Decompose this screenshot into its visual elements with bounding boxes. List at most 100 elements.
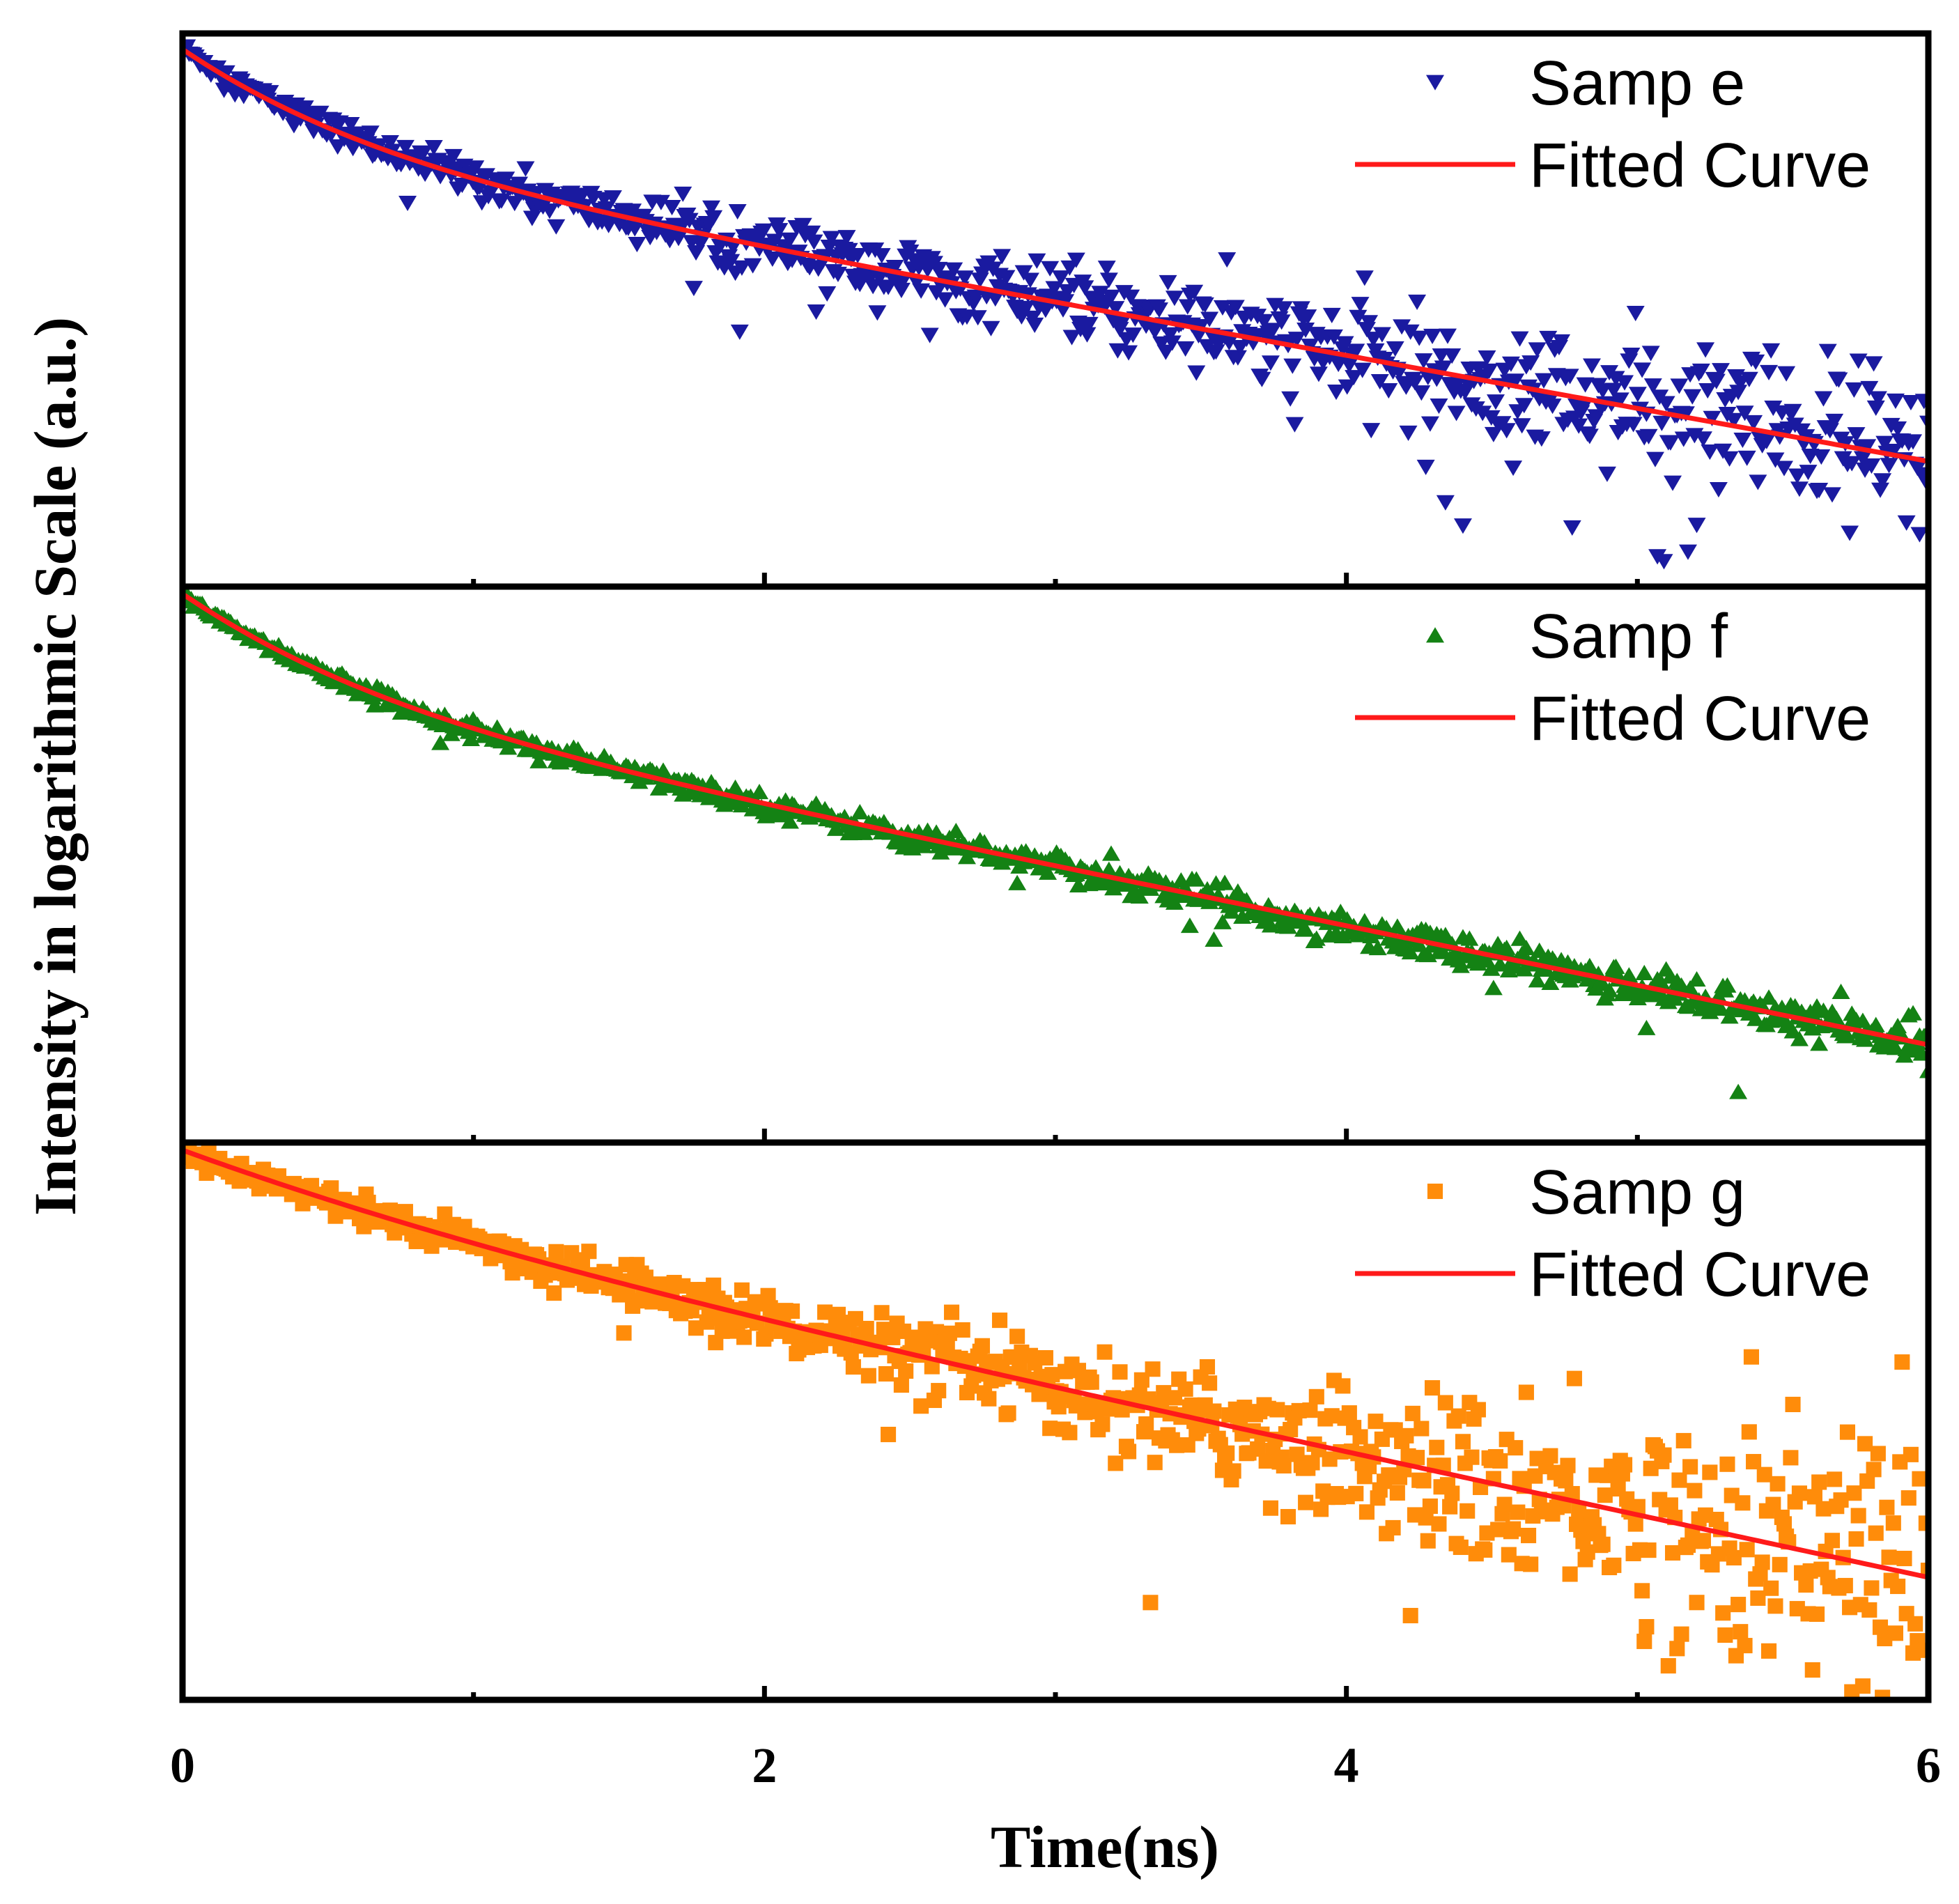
data-point — [1776, 1516, 1792, 1532]
data-point — [1687, 970, 1706, 987]
data-point — [1673, 1626, 1689, 1642]
legend: Samp g Fitted Curve — [1355, 1158, 1871, 1310]
data-point — [1362, 423, 1381, 439]
data-point — [754, 223, 773, 239]
data-point — [734, 1282, 750, 1298]
data-point — [1418, 1510, 1434, 1526]
data-point — [1480, 363, 1499, 379]
data-point — [1791, 1485, 1808, 1501]
data-point — [991, 1313, 1008, 1329]
data-point — [453, 178, 472, 194]
data-point — [217, 65, 235, 81]
data-point — [1484, 980, 1503, 996]
data-point — [1159, 274, 1177, 291]
data-point — [497, 171, 516, 187]
data-point — [1636, 1633, 1652, 1650]
data-point — [1442, 1499, 1458, 1515]
data-point — [1903, 1446, 1919, 1462]
data-point — [1606, 371, 1625, 387]
data-point — [1456, 384, 1475, 401]
data-point — [1009, 1329, 1025, 1345]
data-point — [851, 277, 869, 293]
x-axis: 0 2 4 6 — [170, 1737, 1941, 1793]
data-point — [1338, 379, 1356, 395]
data-point — [1694, 431, 1712, 447]
data-point — [1253, 371, 1271, 387]
data-point — [1410, 330, 1429, 346]
data-point — [397, 1204, 413, 1220]
data-point — [1523, 1556, 1539, 1572]
data-point — [1412, 385, 1431, 401]
x-tick-label: 0 — [170, 1737, 195, 1793]
data-point — [1515, 398, 1533, 414]
legend: Samp e Fitted Curve — [1355, 49, 1871, 201]
data-point — [763, 251, 782, 268]
data-point — [1264, 323, 1283, 339]
data-point — [674, 186, 692, 202]
data-point — [1528, 972, 1547, 988]
data-point — [1101, 845, 1120, 861]
data-point — [872, 248, 891, 264]
legend-marker — [1427, 1183, 1443, 1200]
data-point — [1368, 940, 1387, 956]
data-point — [1309, 366, 1328, 382]
data-point — [1845, 382, 1864, 398]
data-point — [1873, 473, 1892, 489]
data-point — [1814, 391, 1833, 407]
data-point — [874, 1305, 890, 1321]
data-point — [993, 249, 1012, 265]
data-point — [1402, 1607, 1418, 1624]
data-point — [548, 1244, 564, 1260]
data-point — [1675, 1432, 1691, 1448]
data-point — [1886, 393, 1905, 410]
data-point — [1414, 353, 1433, 369]
data-point — [1225, 1463, 1241, 1479]
panel-samp-e: Samp e Fitted Curve — [179, 30, 1932, 590]
data-point — [849, 247, 867, 264]
data-point — [1655, 554, 1673, 570]
data-point — [1108, 1455, 1124, 1471]
data-point — [929, 261, 948, 277]
data-point — [1717, 1627, 1733, 1643]
data-point — [1324, 1408, 1340, 1424]
data-point — [1349, 309, 1368, 325]
data-point — [1652, 975, 1671, 991]
data-point — [1076, 280, 1094, 296]
data-point — [597, 201, 616, 217]
data-point — [1689, 1595, 1705, 1611]
data-point — [380, 135, 399, 151]
data-point — [396, 139, 415, 155]
data-point — [1255, 314, 1273, 330]
data-point — [1039, 864, 1058, 880]
data-point — [1739, 1542, 1755, 1558]
data-point — [488, 719, 506, 735]
data-point — [1161, 327, 1179, 343]
data-point — [1870, 1446, 1886, 1462]
x-tick-label: 2 — [752, 1737, 777, 1793]
data-point — [1683, 389, 1702, 405]
data-point — [1145, 323, 1164, 340]
data-point — [1506, 373, 1525, 389]
data-point — [1025, 317, 1044, 333]
data-point — [1628, 387, 1647, 403]
data-point — [1352, 1429, 1368, 1445]
data-point — [1622, 347, 1641, 364]
data-point — [1302, 1402, 1318, 1418]
data-point — [1416, 459, 1435, 476]
fitted-curve-line — [183, 1147, 1928, 1580]
data-point — [945, 262, 963, 278]
data-point — [1028, 253, 1046, 269]
data-point — [1145, 1361, 1161, 1377]
data-point — [1571, 1503, 1587, 1519]
data-point — [1292, 301, 1310, 317]
data-point — [1887, 1625, 1904, 1641]
legend-label-sample: Samp g — [1529, 1158, 1745, 1228]
data-point — [1825, 413, 1844, 429]
data-point — [1904, 1005, 1923, 1021]
data-point — [1904, 434, 1923, 450]
data-point — [1750, 1590, 1766, 1606]
data-point — [1783, 403, 1802, 419]
data-point — [1733, 1624, 1749, 1640]
data-point — [1510, 1504, 1526, 1520]
data-point — [1106, 301, 1125, 317]
